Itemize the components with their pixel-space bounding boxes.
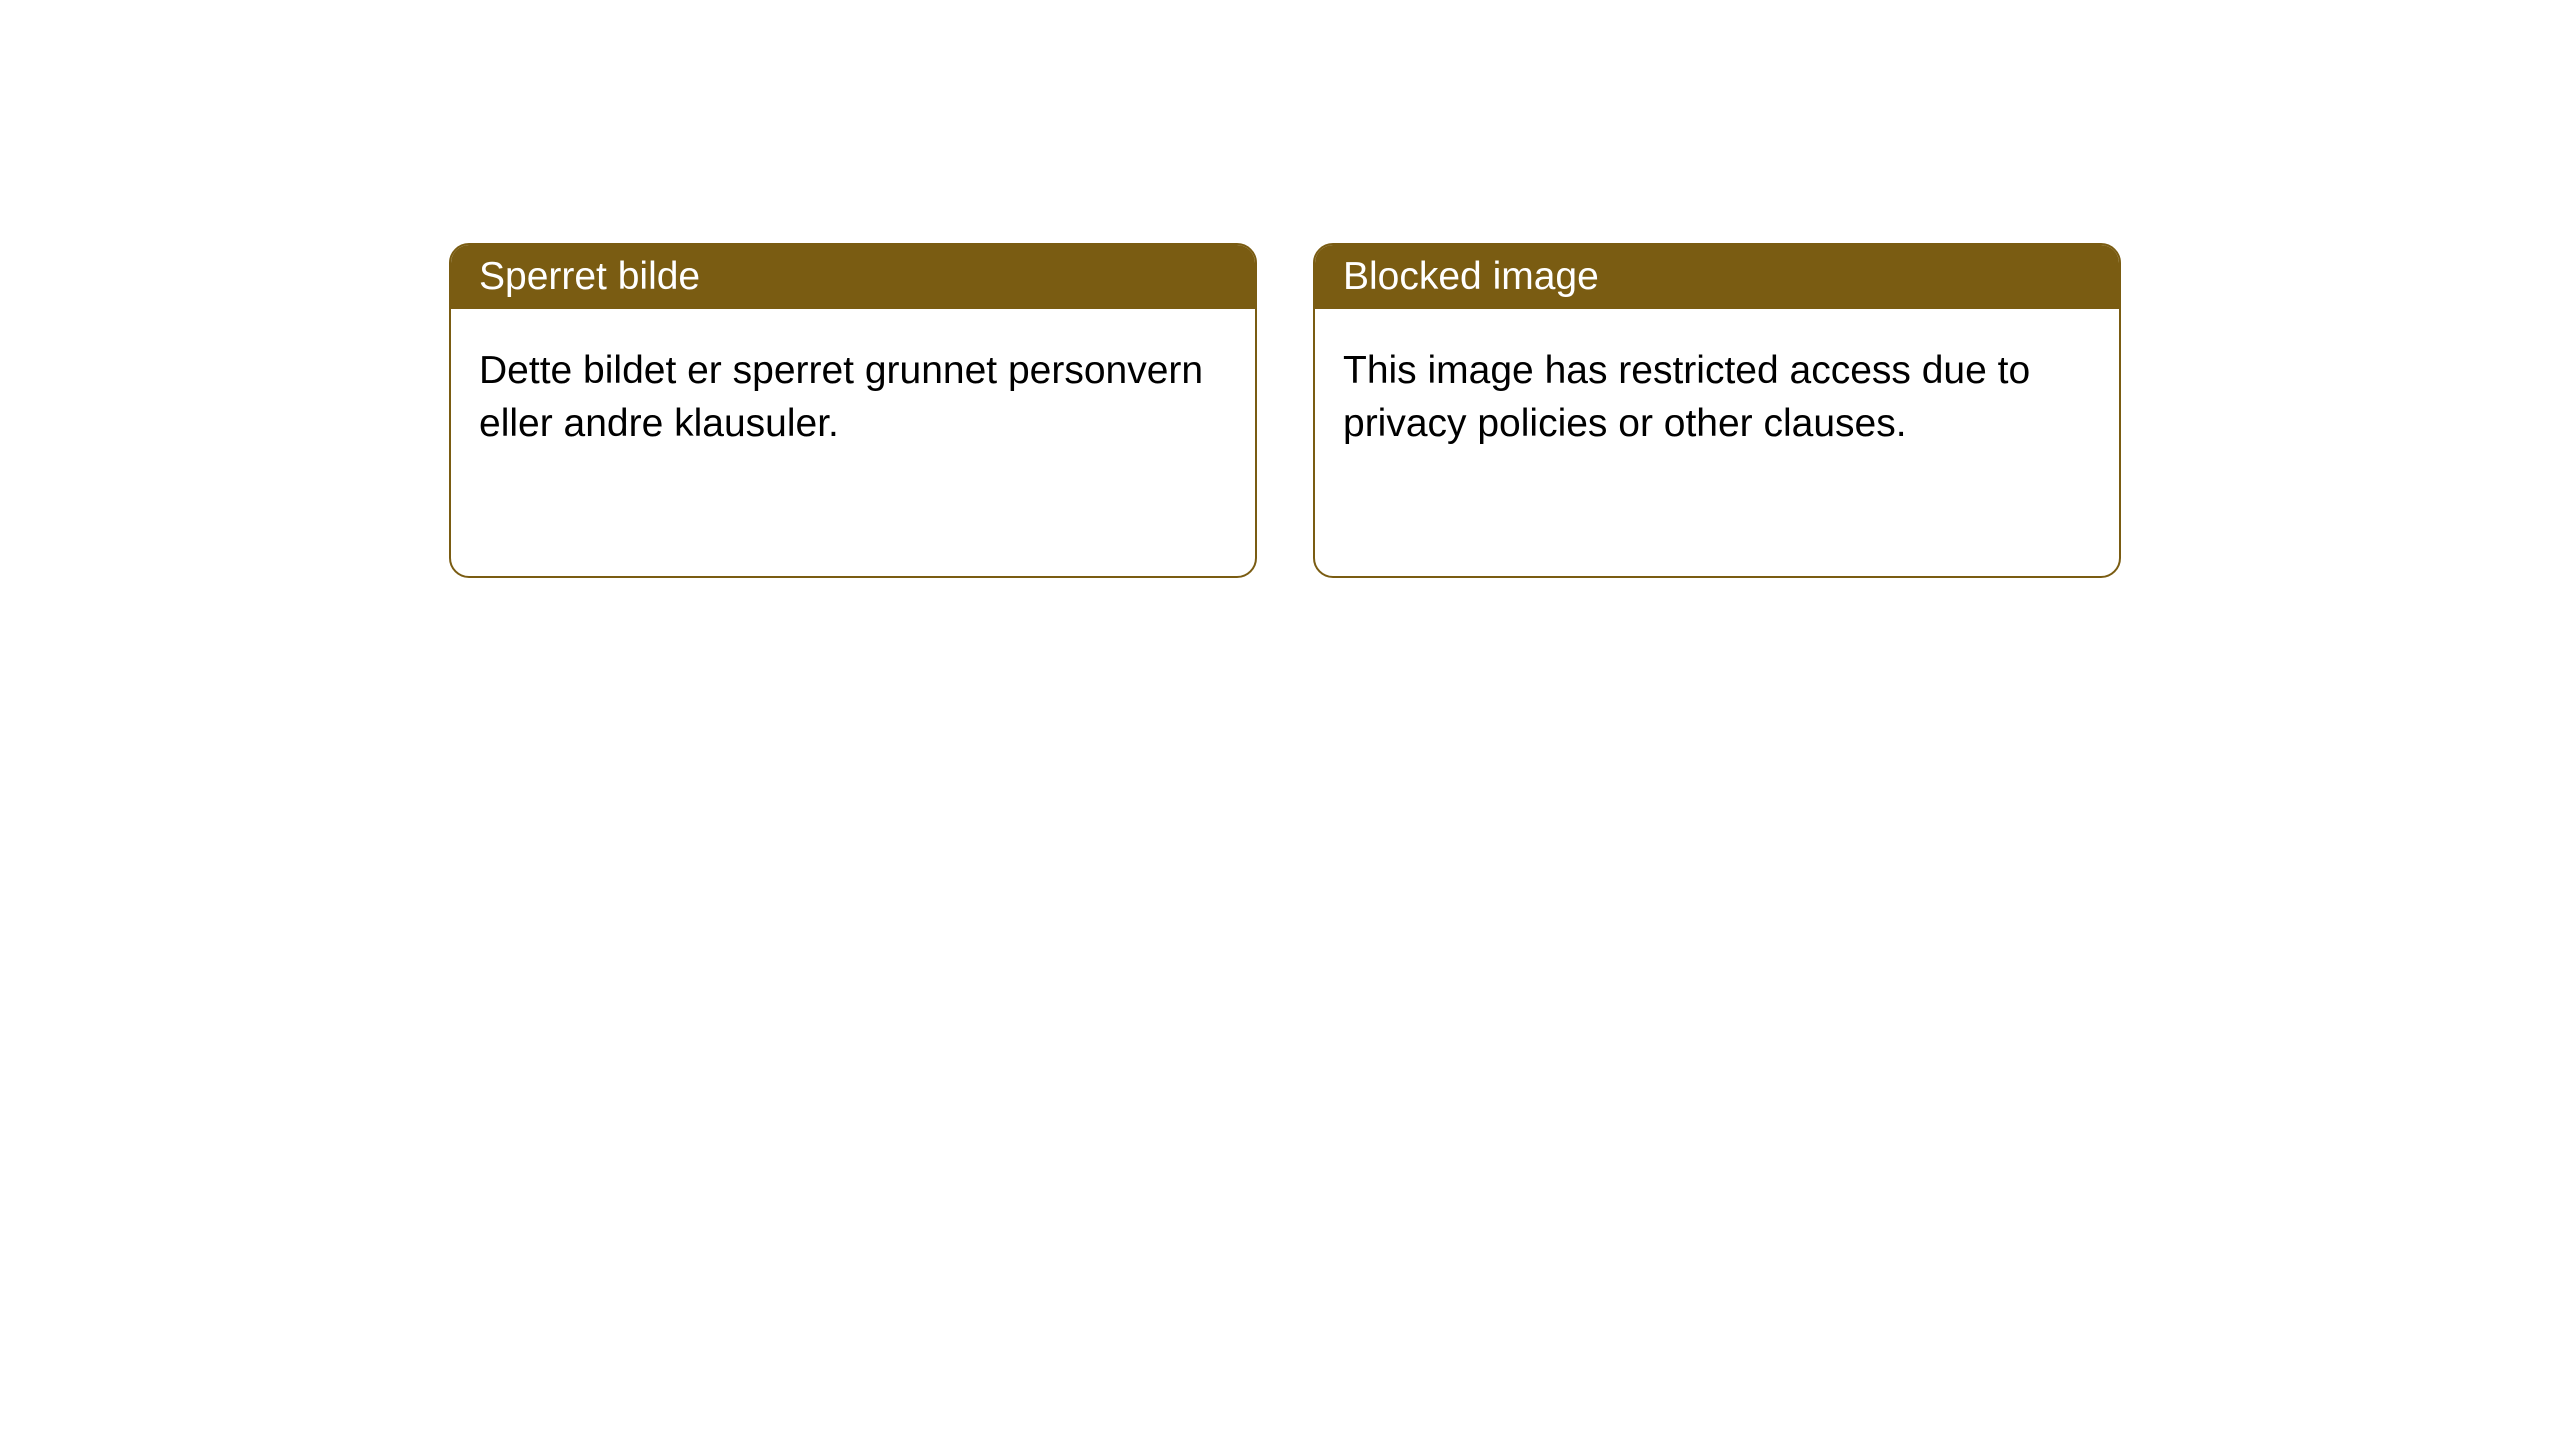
card-body-en: This image has restricted access due to … [1315, 309, 2119, 486]
card-body-no: Dette bildet er sperret grunnet personve… [451, 309, 1255, 486]
blocked-image-card-en: Blocked image This image has restricted … [1313, 243, 2121, 578]
card-title-en: Blocked image [1343, 255, 1599, 298]
card-message-en: This image has restricted access due to … [1343, 349, 2030, 445]
blocked-image-card-no: Sperret bilde Dette bildet er sperret gr… [449, 243, 1257, 578]
card-header-no: Sperret bilde [451, 245, 1255, 309]
card-title-no: Sperret bilde [479, 255, 700, 298]
blocked-image-panels: Sperret bilde Dette bildet er sperret gr… [0, 0, 2560, 578]
card-header-en: Blocked image [1315, 245, 2119, 309]
card-message-no: Dette bildet er sperret grunnet personve… [479, 349, 1203, 445]
